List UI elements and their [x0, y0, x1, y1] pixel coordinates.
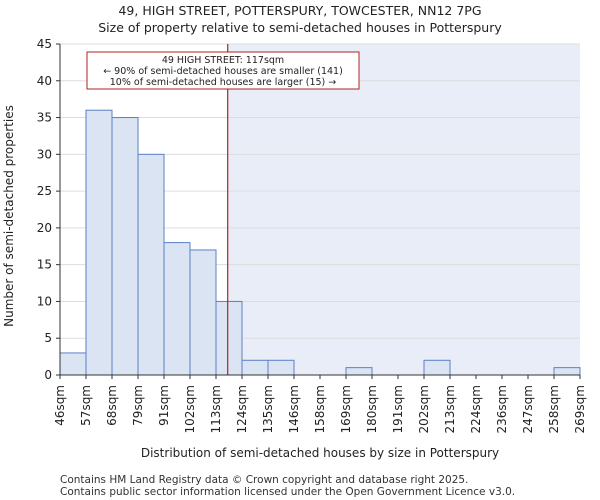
bar — [423, 359, 451, 376]
footer-line-2: Contains public sector information licen… — [60, 486, 516, 498]
x-tick-label: 113sqm — [209, 385, 223, 433]
bar — [215, 300, 243, 376]
y-tick-label: 25 — [37, 184, 52, 198]
x-tick-label: 135sqm — [261, 385, 275, 433]
x-tick-label: 180sqm — [365, 385, 379, 433]
histogram-chart: 0 5 10 15 20 25 30 35 40 45 46sqm 57sqm 68sqm 79sqm 91… — [2, 37, 587, 460]
x-tick-label: 46sqm — [53, 385, 67, 426]
x-tick-label: 146sqm — [287, 385, 301, 433]
y-tick-label: 30 — [37, 147, 52, 161]
bar — [241, 359, 269, 376]
x-tick-label: 224sqm — [469, 385, 483, 433]
chart-subtitle: Size of property relative to semi-detach… — [98, 20, 502, 35]
x-tick-label: 258sqm — [547, 385, 561, 433]
y-tick-label: 0 — [44, 368, 52, 382]
y-tick-label: 35 — [37, 111, 52, 125]
bar — [189, 249, 217, 376]
x-tick-label: 68sqm — [105, 385, 119, 426]
annotation-box — [86, 51, 360, 90]
x-tick-label: 202sqm — [417, 385, 431, 433]
x-tick-label: 158sqm — [313, 385, 327, 433]
y-tick-label: 5 — [44, 331, 52, 345]
footer-line-1: Contains HM Land Registry data © Crown c… — [60, 474, 469, 486]
annotation-text: ← 90% of semi-detached houses are smalle… — [103, 66, 343, 77]
x-tick-label: 247sqm — [521, 385, 535, 433]
larger-region-shade — [227, 44, 580, 375]
y-tick-label: 20 — [37, 221, 52, 235]
bar — [59, 352, 87, 376]
bar — [111, 117, 139, 376]
x-tick-label: 236sqm — [495, 385, 509, 433]
bar — [267, 359, 295, 376]
y-tick-label: 45 — [37, 37, 52, 51]
x-tick-label: 213sqm — [443, 385, 457, 433]
y-tick-label: 15 — [37, 258, 52, 272]
annotation-text: 10% of semi-detached houses are larger (… — [110, 77, 337, 88]
bar — [137, 153, 165, 376]
annotation-text: 49 HIGH STREET: 117sqm — [162, 55, 284, 66]
x-tick-label: 169sqm — [339, 385, 353, 433]
x-tick-label: 91sqm — [157, 385, 171, 426]
x-tick-label: 269sqm — [573, 385, 587, 433]
x-tick-label: 57sqm — [79, 385, 93, 426]
bar — [85, 109, 113, 376]
bar — [163, 242, 191, 376]
bar — [553, 367, 581, 376]
chart-title: 49, HIGH STREET, POTTERSPURY, TOWCESTER,… — [118, 3, 482, 18]
x-tick-label: 191sqm — [391, 385, 405, 433]
x-tick-label: 102sqm — [183, 385, 197, 433]
x-axis-label: Distribution of semi-detached houses by … — [141, 446, 499, 460]
y-tick-label: 40 — [37, 74, 52, 88]
y-tick-label: 10 — [37, 294, 52, 308]
x-tick-label: 79sqm — [131, 385, 145, 426]
y-axis-label: Number of semi-detached properties — [2, 105, 16, 327]
x-tick-label: 124sqm — [235, 385, 249, 433]
bar — [345, 367, 373, 376]
